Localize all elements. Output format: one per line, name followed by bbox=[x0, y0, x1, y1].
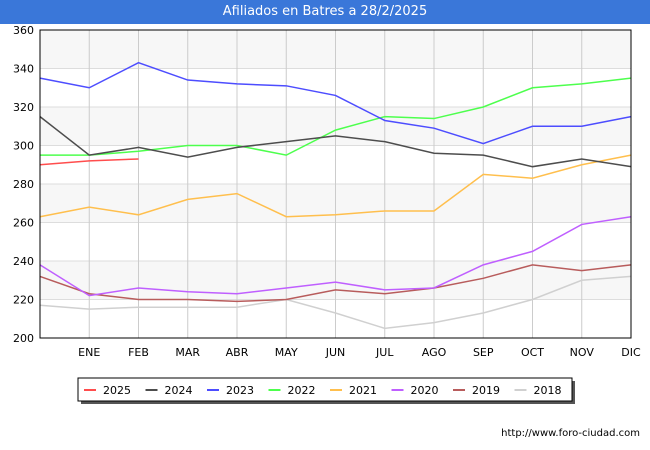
x-tick-label: JUL bbox=[375, 346, 394, 359]
y-tick-label: 320 bbox=[13, 101, 34, 114]
y-tick-label: 200 bbox=[13, 332, 34, 345]
legend-label-2022: 2022 bbox=[288, 384, 316, 397]
chart-title: Afiliados en Batres a 28/2/2025 bbox=[0, 0, 650, 24]
series-line-2019 bbox=[39, 264, 632, 303]
legend-label-2025: 2025 bbox=[103, 384, 131, 397]
legend-label-2019: 2019 bbox=[472, 384, 500, 397]
y-tick-label: 360 bbox=[13, 24, 34, 37]
series-line-2025 bbox=[39, 158, 139, 166]
x-tick-label: MAY bbox=[275, 346, 298, 359]
series-line-2024 bbox=[39, 116, 632, 168]
x-tick-label: ENE bbox=[78, 346, 100, 359]
x-tick-label: NOV bbox=[570, 346, 595, 359]
legend-label-2018: 2018 bbox=[534, 384, 562, 397]
series-line-2020 bbox=[39, 215, 632, 297]
legend-label-2023: 2023 bbox=[226, 384, 254, 397]
source-url[interactable]: http://www.foro-ciudad.com bbox=[501, 428, 640, 439]
x-tick-label: MAR bbox=[175, 346, 200, 359]
x-tick-label: FEB bbox=[128, 346, 149, 359]
series-line-2018 bbox=[39, 275, 632, 330]
x-tick-label: SEP bbox=[473, 346, 494, 359]
y-tick-label: 340 bbox=[13, 63, 34, 76]
x-tick-label: AGO bbox=[422, 346, 447, 359]
legend-label-2020: 2020 bbox=[411, 384, 439, 397]
legend-label-2024: 2024 bbox=[165, 384, 193, 397]
legend-box bbox=[77, 377, 573, 402]
series-line-2022 bbox=[40, 77, 632, 156]
x-tick-label: OCT bbox=[521, 346, 544, 359]
x-tick-label: ABR bbox=[226, 346, 249, 359]
y-tick-label: 300 bbox=[13, 140, 34, 153]
y-tick-label: 280 bbox=[13, 178, 34, 191]
x-tick-label: JUN bbox=[325, 346, 346, 359]
y-tick-label: 220 bbox=[13, 294, 34, 307]
legend-label-2021: 2021 bbox=[349, 384, 377, 397]
y-tick-label: 260 bbox=[13, 217, 34, 230]
plot-frame bbox=[39, 29, 632, 339]
x-tick-label: DIC bbox=[621, 346, 641, 359]
series-line-2021 bbox=[39, 154, 632, 218]
series-line-2023 bbox=[39, 61, 632, 145]
y-tick-label: 240 bbox=[13, 255, 34, 268]
